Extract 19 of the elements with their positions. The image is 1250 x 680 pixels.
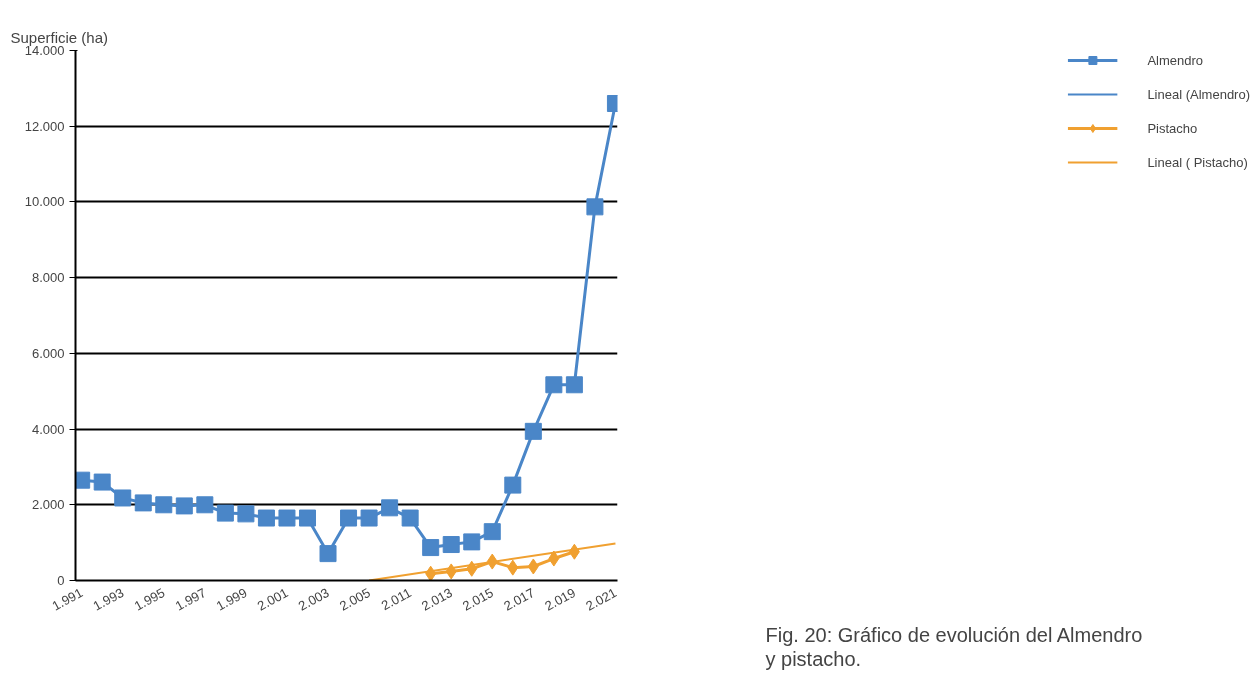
legend-label: Lineal (Almendro) bbox=[1147, 86, 1250, 102]
x-tick-label: 2.011 bbox=[378, 584, 414, 614]
y-tick-label: 10.000 bbox=[24, 194, 65, 210]
y-tick-label: 14.000 bbox=[24, 43, 65, 58]
y-tick-label: 4.000 bbox=[31, 421, 65, 437]
caption: Fig. 20: Gráfico de evolución del Almendro y pistacho. bbox=[765, 624, 1143, 671]
legend-label: Lineal ( Pistacho) bbox=[1147, 154, 1248, 170]
legend-label: Almendro bbox=[1147, 52, 1204, 68]
y-tick-label: 8.000 bbox=[31, 270, 65, 286]
y-tick-label: 12.000 bbox=[24, 118, 65, 134]
legend-label: Pistacho bbox=[1147, 120, 1198, 136]
y-axis-title: Superficie (ha) bbox=[10, 28, 109, 46]
y-tick-label: 6.000 bbox=[31, 345, 65, 361]
x-tick-label: 2.001 bbox=[254, 584, 291, 614]
x-tick-label: 2.021 bbox=[583, 584, 620, 614]
x-tick-label: 1.993 bbox=[90, 584, 127, 614]
x-tick-label: 2.019 bbox=[542, 584, 578, 614]
y-tick-label: 2.000 bbox=[31, 497, 65, 513]
x-tick-label: 1.999 bbox=[213, 584, 250, 614]
